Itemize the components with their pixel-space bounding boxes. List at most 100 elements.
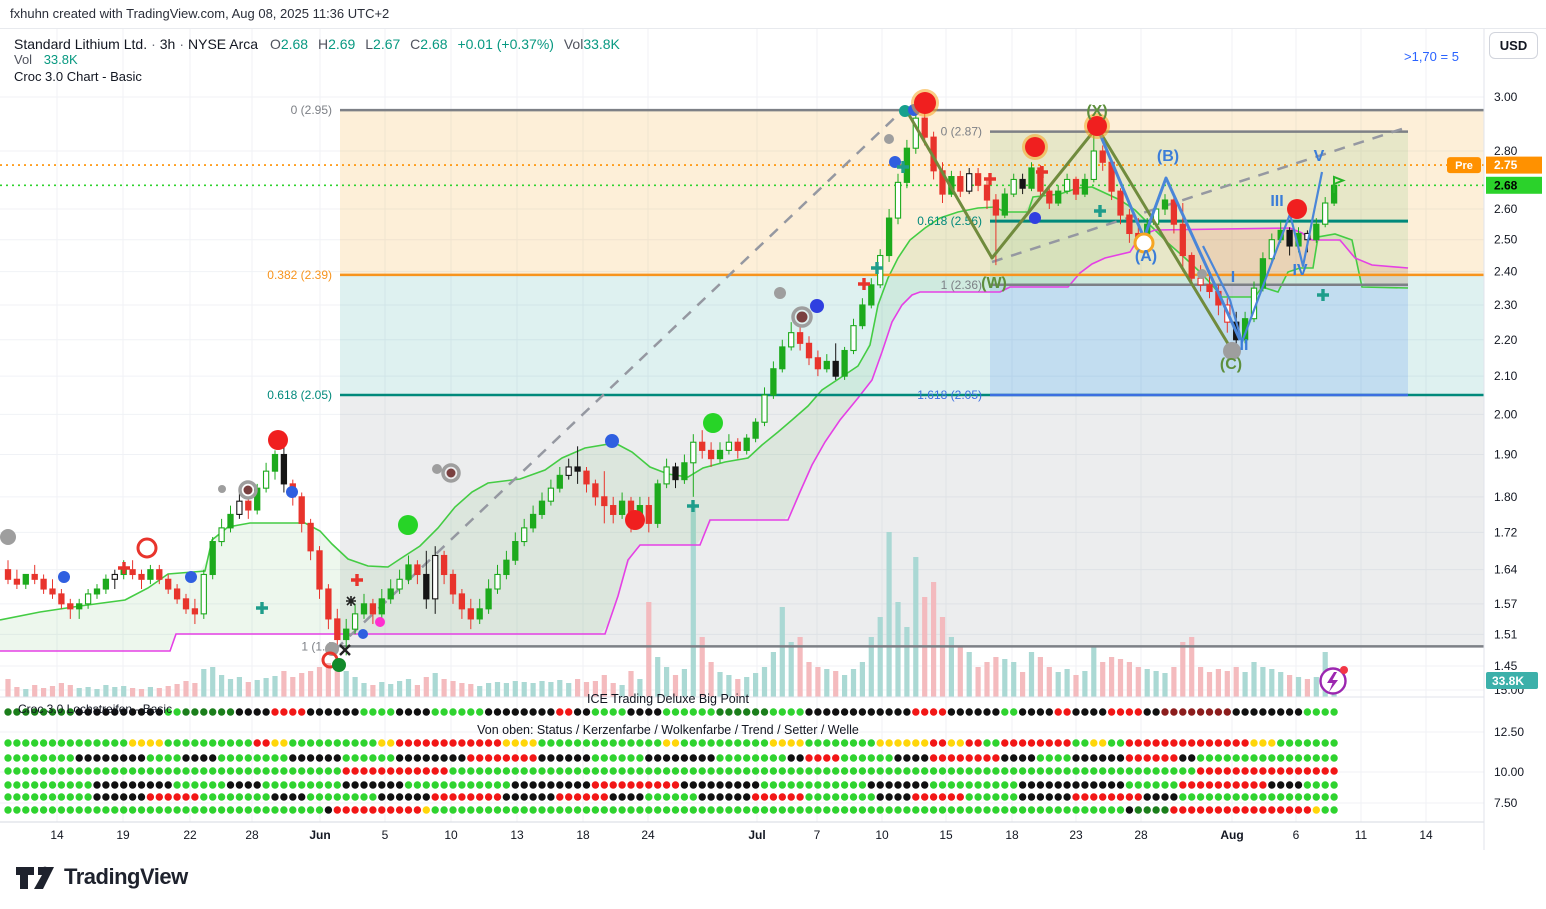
indicator-dot: [235, 793, 244, 801]
indicator-dot: [315, 767, 324, 775]
indicator-dot: [1010, 793, 1018, 801]
indicator-dot: [743, 739, 751, 747]
indicator-dot: [1277, 806, 1285, 814]
indicator-dot: [885, 739, 893, 747]
indicator-dot: [965, 793, 973, 801]
indicator-dot: [351, 806, 359, 814]
time-tick: 19: [116, 828, 130, 842]
volume-bar: [824, 669, 830, 697]
indicator-dot: [921, 793, 929, 801]
pane2-indicator-title[interactable]: Croc 3.0 Lochstreifen - Basic: [18, 702, 173, 716]
signal-dot: [268, 430, 288, 450]
indicator-dot: [654, 739, 662, 747]
indicator-dot: [849, 806, 858, 814]
volume-bar: [5, 679, 11, 697]
indicator-dot: [66, 806, 75, 814]
candle-body: [814, 357, 822, 370]
low-value: 2.67: [373, 36, 401, 52]
signal-dot: [1029, 212, 1041, 224]
indicator-dot: [404, 767, 413, 775]
cloud-fill: [272, 523, 280, 634]
indicator-dot: [1054, 754, 1062, 762]
price-tick: 1.57: [1494, 597, 1518, 611]
symbol-title[interactable]: Standard Lithium Ltd.: [14, 36, 148, 52]
signal-dot: [914, 92, 936, 114]
candle-body: [1197, 277, 1204, 286]
indicator-dot: [876, 806, 884, 814]
indicator-dot: [1232, 806, 1240, 814]
cloud-fill: [48, 609, 56, 651]
indicator-dot: [1027, 793, 1036, 801]
volume-row[interactable]: Vol 33.8K: [14, 52, 78, 67]
indicator-dot: [743, 781, 751, 789]
tradingview-logo[interactable]: TradingView: [14, 862, 188, 892]
indicator-dot: [912, 806, 920, 814]
indicator-dot: [235, 739, 244, 747]
volume-bar: [850, 669, 857, 697]
indicator-dot: [217, 739, 226, 747]
signal-dot: [884, 134, 894, 144]
wave-label: V: [1314, 148, 1325, 165]
time-tick: 14: [50, 828, 64, 842]
cloud-fill: [488, 482, 496, 634]
volume-bar: [254, 680, 260, 697]
indicator-dot: [573, 767, 582, 775]
indicator-dot: [1045, 767, 1054, 775]
indicator-dot: [1027, 767, 1036, 775]
indicator-dot: [1116, 739, 1125, 747]
indicator-dot: [992, 767, 1000, 775]
indicator-dot: [484, 806, 493, 814]
indicator-dot: [921, 754, 929, 762]
volume-bar: [1037, 657, 1043, 697]
time-tick: 22: [183, 828, 197, 842]
indicator-dot: [1116, 793, 1125, 801]
volume-bar: [112, 687, 118, 697]
indicator-dot: [1063, 793, 1071, 801]
candle-body: [476, 608, 483, 620]
indicator-dot: [716, 806, 724, 814]
indicator-dot: [645, 767, 653, 775]
fib-label: 0 (2.87): [941, 125, 982, 139]
cloud-fill: [288, 523, 296, 634]
indicator-dot: [582, 781, 591, 789]
interval[interactable]: 3h: [159, 36, 176, 52]
indicator-dot: [840, 767, 849, 775]
indicator-dot: [1081, 754, 1089, 762]
indicator-dot: [520, 754, 528, 762]
indicator-dot: [823, 754, 831, 762]
cross-marker: [256, 602, 268, 614]
candle-body: [1081, 178, 1089, 195]
indicator-dot: [182, 781, 190, 789]
currency-button[interactable]: USD: [1489, 32, 1538, 59]
symbol-header[interactable]: Standard Lithium Ltd. · 3h · NYSE Arca O2.68…: [14, 36, 620, 52]
candle-body: [334, 618, 341, 641]
candle-body: [147, 569, 154, 580]
volume-bar: [957, 647, 963, 697]
candle-body: [1046, 190, 1053, 204]
indicator-dot: [1027, 781, 1036, 789]
candle-body: [983, 184, 991, 201]
indicator-title[interactable]: Croc 3.0 Chart - Basic: [14, 69, 142, 84]
indicator-dot: [1241, 754, 1249, 762]
indicator-dot: [885, 767, 893, 775]
indicator-dot: [84, 767, 92, 775]
indicator-dot: [1303, 754, 1312, 762]
candle-body: [165, 578, 172, 590]
indicator-dot: [725, 767, 733, 775]
indicator-dot: [1027, 806, 1036, 814]
cloud-fill: [608, 443, 616, 626]
indicator-dot: [1090, 806, 1098, 814]
indicator-dot: [1081, 793, 1089, 801]
volume-bar: [859, 662, 865, 697]
indicator-dot: [1277, 708, 1285, 716]
indicator-dot: [378, 767, 386, 775]
indicator-dot: [387, 739, 395, 747]
candle-body: [850, 325, 857, 352]
indicator-dot: [128, 793, 137, 801]
indicator-dot: [1214, 739, 1223, 747]
indicator-dot: [538, 781, 546, 789]
indicator-dot: [191, 767, 199, 775]
indicator-dot: [1232, 767, 1240, 775]
watermark-text: fxhuhn created with TradingView.com, Aug…: [10, 6, 390, 21]
